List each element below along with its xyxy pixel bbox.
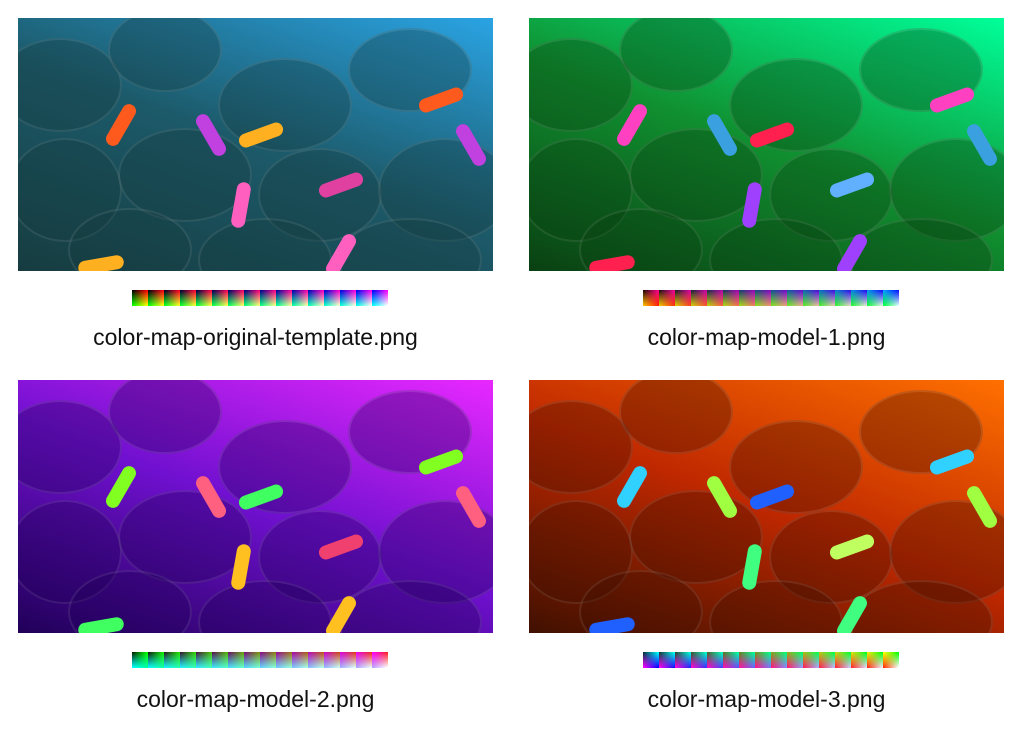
image-original-template: [18, 18, 493, 271]
rock: [108, 380, 222, 454]
rock: [18, 400, 122, 494]
color-map-strip: [643, 290, 899, 306]
rock: [619, 380, 733, 454]
color-map-strip: [643, 652, 899, 668]
color-map-strip: [132, 290, 388, 306]
filename-label: color-map-original-template.png: [93, 324, 418, 350]
rock: [108, 18, 222, 92]
rock: [629, 490, 763, 584]
rock: [619, 18, 733, 92]
rock: [629, 128, 763, 222]
filename-label: color-map-model-3.png: [647, 686, 886, 712]
image-model-1: [529, 18, 1004, 271]
color-map-strip: [132, 652, 388, 668]
image-model-2: [18, 380, 493, 633]
filename-label: color-map-model-1.png: [647, 324, 886, 350]
rock: [118, 128, 252, 222]
rock: [529, 400, 633, 494]
rock: [529, 38, 633, 132]
rock: [118, 490, 252, 584]
image-model-3: [529, 380, 1004, 633]
filename-label: color-map-model-2.png: [136, 686, 375, 712]
rock: [18, 38, 122, 132]
